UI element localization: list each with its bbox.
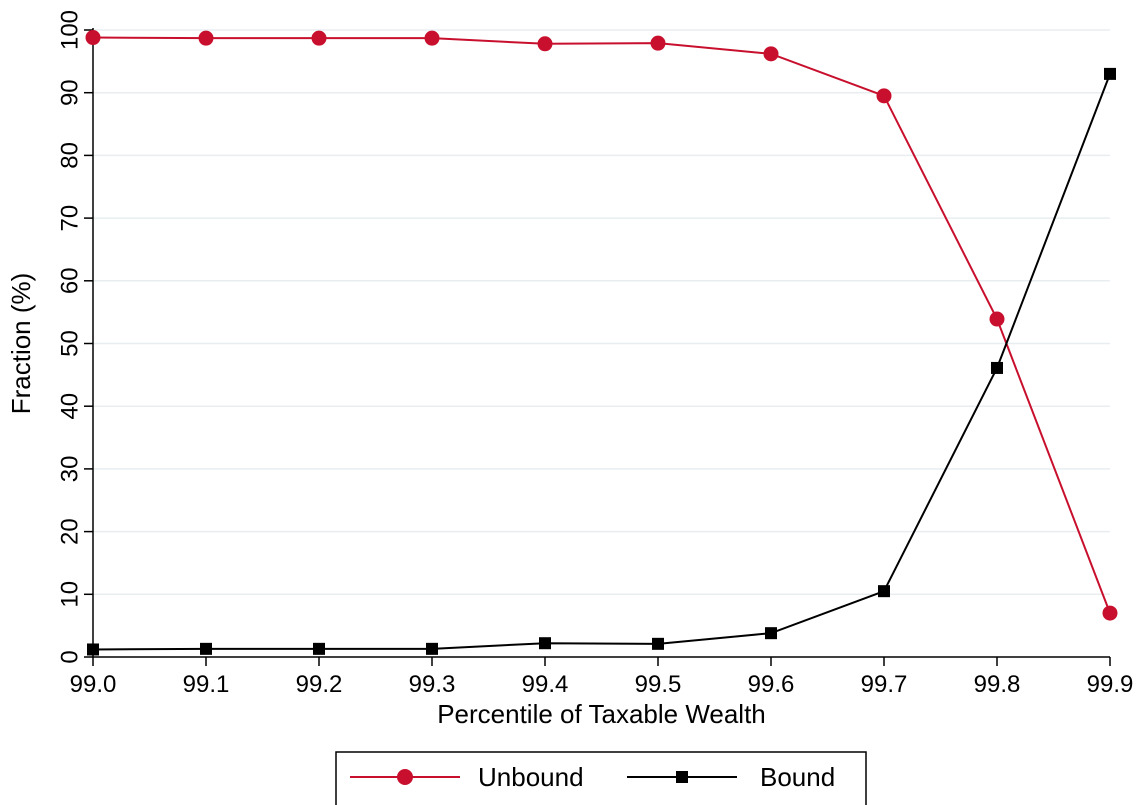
data-point-unbound — [1102, 605, 1118, 621]
x-tick-label: 99.6 — [748, 671, 795, 698]
legend-item-unbound: Unbound — [350, 762, 584, 792]
legend-marker — [397, 769, 413, 785]
y-tick-label: 80 — [56, 142, 83, 169]
data-point-bound — [765, 627, 777, 640]
x-axis-title: Percentile of Taxable Wealth — [437, 699, 766, 729]
data-point-unbound — [424, 30, 440, 46]
x-tick-label: 99.4 — [522, 671, 569, 698]
x-tick-label: 99.7 — [861, 671, 908, 698]
data-point-unbound — [198, 30, 214, 46]
y-tick-label: 60 — [56, 267, 83, 294]
y-axis-ticks: 0 10 20 30 40 50 60 70 80 90 100 — [56, 10, 93, 664]
gridlines — [93, 29, 1110, 596]
data-point-bound — [991, 361, 1003, 374]
y-tick-label: 0 — [56, 650, 83, 663]
data-point-unbound — [311, 30, 327, 46]
x-tick-label: 99.5 — [635, 671, 682, 698]
legend: Unbound Bound — [335, 751, 867, 805]
x-tick-label: 99.1 — [183, 671, 230, 698]
data-point-bound — [539, 637, 551, 650]
y-tick-label: 30 — [56, 456, 83, 483]
x-tick-label: 99.9 — [1087, 671, 1134, 698]
data-point-unbound — [85, 30, 101, 46]
y-tick-label: 10 — [56, 581, 83, 608]
series-line-bound — [92, 73, 1111, 651]
y-tick-label: 90 — [56, 79, 83, 106]
x-tick-label: 99.3 — [409, 671, 456, 698]
axes — [92, 28, 1110, 658]
y-tick-label: 40 — [56, 393, 83, 420]
data-point-bound — [426, 642, 438, 655]
data-point-bound — [200, 642, 212, 655]
data-point-unbound — [650, 35, 666, 51]
y-axis-title: Fraction (%) — [6, 273, 36, 415]
y-tick-label: 100 — [56, 10, 83, 50]
series-unbound — [85, 30, 1118, 621]
data-point-bound — [878, 585, 890, 598]
data-point-unbound — [763, 46, 779, 62]
y-tick-label: 50 — [56, 330, 83, 357]
data-point-unbound — [537, 36, 553, 52]
legend-item-bound: Bound — [627, 762, 835, 792]
x-tick-label: 99.0 — [70, 671, 117, 698]
x-tick-label: 99.8 — [974, 671, 1021, 698]
legend-label: Unbound — [478, 762, 584, 792]
data-point-bound — [1104, 67, 1116, 80]
y-tick-label: 20 — [56, 518, 83, 545]
data-point-bound — [313, 642, 325, 655]
data-point-bound — [87, 643, 99, 656]
data-point-bound — [652, 637, 664, 650]
legend-marker — [676, 771, 688, 783]
series-line-unbound — [92, 36, 1111, 614]
y-tick-label: 70 — [56, 205, 83, 232]
data-point-unbound — [989, 311, 1005, 327]
series-bound — [87, 67, 1116, 656]
data-point-unbound — [876, 88, 892, 104]
x-axis-ticks: 99.0 99.1 99.2 99.3 99.4 99.5 99.6 99.7 99.8 99.9 — [70, 657, 1134, 698]
legend-label: Bound — [760, 762, 835, 792]
series-layer — [85, 30, 1118, 656]
x-tick-label: 99.2 — [296, 671, 343, 698]
legend-box — [335, 751, 867, 805]
